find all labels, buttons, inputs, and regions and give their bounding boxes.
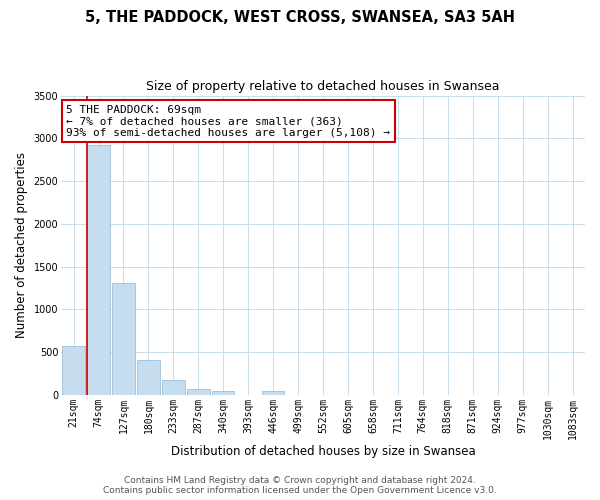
Text: 5 THE PADDOCK: 69sqm
← 7% of detached houses are smaller (363)
93% of semi-detac: 5 THE PADDOCK: 69sqm ← 7% of detached ho… [67, 104, 391, 138]
Bar [162, 380, 185, 395]
Text: 5, THE PADDOCK, WEST CROSS, SWANSEA, SA3 5AH: 5, THE PADDOCK, WEST CROSS, SWANSEA, SA3… [85, 10, 515, 25]
X-axis label: Distribution of detached houses by size in Swansea: Distribution of detached houses by size … [170, 444, 475, 458]
Bar [262, 391, 284, 395]
Bar [62, 346, 85, 395]
Y-axis label: Number of detached properties: Number of detached properties [15, 152, 28, 338]
Bar [187, 390, 209, 395]
Bar [87, 145, 110, 395]
Text: Contains HM Land Registry data © Crown copyright and database right 2024.
Contai: Contains HM Land Registry data © Crown c… [103, 476, 497, 495]
Bar [137, 360, 160, 395]
Title: Size of property relative to detached houses in Swansea: Size of property relative to detached ho… [146, 80, 500, 93]
Bar [212, 391, 235, 395]
Bar [112, 283, 134, 395]
